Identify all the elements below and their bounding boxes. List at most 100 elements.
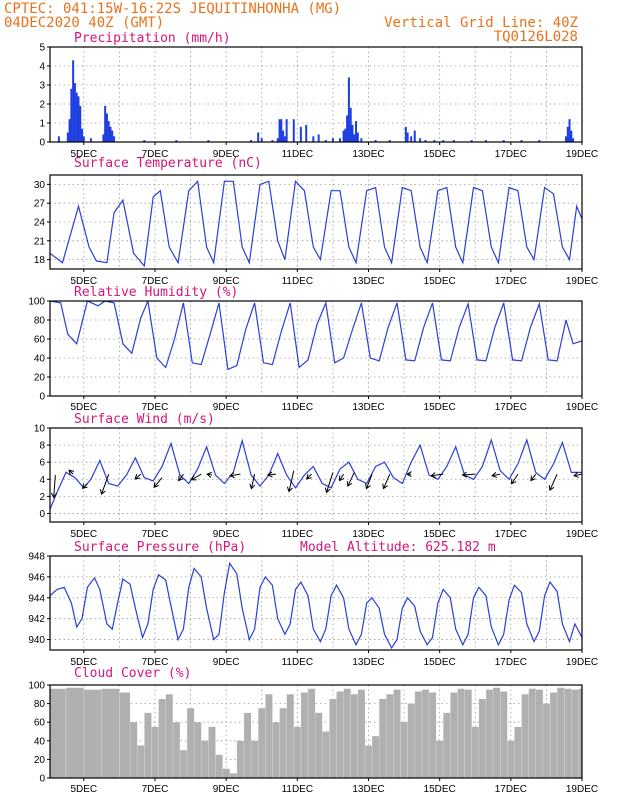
precip-bar	[413, 130, 416, 142]
wind-vector	[530, 473, 537, 481]
y-tick-label: 946	[28, 572, 45, 583]
x-tick-label: 19DEC	[566, 276, 598, 287]
y-tick-label: 60	[34, 718, 46, 729]
precip-bar	[388, 140, 391, 142]
wind-vector	[492, 473, 501, 477]
panels: 0 1 2 3 4 5 5DEC 7DEC 9DEC 11DEC 13DEC 15DEC 17DEC 19…	[28, 31, 598, 795]
chart-panel-6: 0 20 40 60 80 100 5DEC 7DEC 9DEC 11DEC 13DEC 15DEC 1…	[28, 666, 598, 795]
wind-vector-head	[491, 472, 498, 478]
series-group	[50, 179, 582, 268]
x-tick-label: 15DEC	[424, 149, 456, 160]
precip-bar	[484, 140, 487, 142]
y-tick-label: 4	[39, 62, 45, 73]
wind-vector	[153, 477, 163, 488]
x-tick-label: 9DEC	[213, 402, 240, 413]
series-group	[57, 60, 575, 142]
precip-bar	[72, 60, 75, 142]
y-tick-label: 0	[39, 138, 45, 149]
y-tick-label: 3	[39, 81, 45, 92]
x-tick-label: 11DEC	[282, 784, 314, 795]
precip-bar	[351, 124, 354, 142]
wind-vector-head	[306, 473, 312, 480]
y-tick-label: 944	[28, 593, 45, 604]
plot-frame	[49, 300, 583, 397]
precip-bar	[312, 136, 315, 142]
wind-vector	[250, 474, 256, 489]
precip-bar	[566, 126, 569, 142]
panel-title: Cloud Cover (%)	[74, 666, 191, 681]
wind-vector-head	[430, 472, 437, 479]
precip-bar	[424, 140, 427, 142]
wind-vector-head	[573, 472, 579, 478]
wind-vector	[347, 472, 355, 487]
x-tick-label: 15DEC	[424, 529, 456, 540]
wind-vector-head	[406, 471, 412, 478]
wind-vector-head	[286, 486, 293, 493]
precip-bar	[102, 134, 105, 142]
wind-vector-head	[68, 469, 75, 476]
precip-bar	[470, 140, 473, 142]
precip-bar	[107, 121, 110, 142]
precip-bar	[433, 140, 436, 142]
x-tick-label: 9DEC	[213, 657, 240, 668]
precip-bar	[73, 83, 76, 142]
wind-vector	[101, 473, 110, 495]
wind-vector	[288, 470, 295, 492]
precip-bar	[538, 140, 541, 142]
precip-bar	[374, 140, 377, 142]
panel-title: Relative Humidity (%)	[74, 285, 238, 300]
wind-vector-head	[530, 475, 536, 482]
y-tick-label: 948	[28, 552, 45, 563]
precip-bar	[568, 119, 571, 142]
x-tick-label: 5DEC	[70, 276, 97, 287]
series-group	[50, 561, 582, 650]
y-tick-label: 5	[39, 43, 45, 54]
precip-bar	[257, 132, 260, 142]
x-tick-label: 11DEC	[282, 276, 314, 287]
chart-panel-4: 0 2 4 6 8 10 5DEC 7DEC 9DEC 11DEC 13DEC 15DEC 17DEC 1…	[34, 412, 598, 540]
wind-vector	[511, 473, 519, 485]
x-tick-label: 5DEC	[70, 402, 97, 413]
wind-vector	[306, 473, 312, 480]
series-group	[50, 301, 582, 371]
wind-vector	[462, 473, 476, 476]
wind-vector	[339, 473, 345, 481]
wind-vector	[431, 473, 444, 477]
x-tick-label: 13DEC	[352, 529, 384, 540]
precip-bar	[143, 140, 146, 142]
precip-bar	[356, 132, 359, 142]
y-tick-label: 0	[39, 509, 45, 520]
grid-note: Vertical Grid Line: 40Z	[384, 15, 578, 31]
y-tick-label: 6	[39, 458, 45, 469]
panel-title: Precipitation (mm/h)	[74, 31, 231, 46]
precip-bar	[109, 126, 112, 142]
plot-frame	[49, 555, 583, 651]
wind-vector	[326, 472, 334, 493]
wind-vector-head	[249, 483, 256, 490]
y-tick-label: 24	[34, 218, 46, 229]
x-tick-label: 19DEC	[566, 149, 598, 160]
x-tick-label: 9DEC	[213, 529, 240, 540]
wind-vector	[549, 473, 558, 491]
wind-vector	[573, 473, 582, 477]
x-tick-label: 11DEC	[282, 402, 314, 413]
precip-bar	[360, 138, 363, 142]
x-tick-label: 7DEC	[142, 276, 169, 287]
series-line	[50, 301, 582, 371]
y-tick-label: 20	[34, 755, 46, 766]
wind-vector-head	[229, 472, 235, 479]
series-line	[50, 179, 582, 268]
cloud-cover-area	[50, 687, 582, 778]
series-group	[50, 687, 582, 778]
precip-bar	[572, 138, 575, 142]
precip-bar	[502, 140, 505, 142]
chart-panel-3: 0 20 40 60 80 100 5DEC 7DEC 9DEC 11DEC 13DEC 15DEC 1…	[28, 285, 598, 413]
precip-bar	[347, 77, 350, 142]
y-tick-label: 2	[39, 100, 45, 111]
precip-bar	[89, 138, 92, 142]
x-tick-label: 5DEC	[70, 784, 97, 795]
y-tick-label: 0	[39, 392, 45, 403]
x-tick-label: 7DEC	[142, 784, 169, 795]
x-tick-label: 17DEC	[495, 529, 527, 540]
wind-vector-head	[267, 471, 273, 478]
